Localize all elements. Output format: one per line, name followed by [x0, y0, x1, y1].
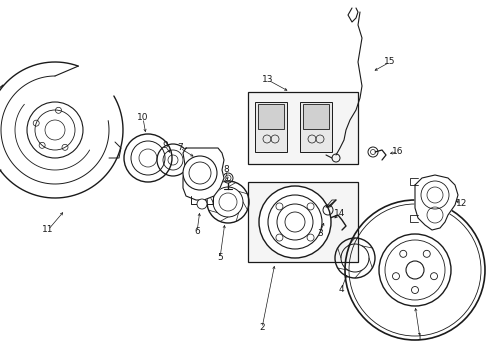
Text: 4: 4 — [338, 285, 343, 294]
Text: 5: 5 — [217, 253, 223, 262]
Bar — [247, 182, 357, 262]
Bar — [258, 104, 284, 129]
Bar — [247, 92, 357, 164]
Text: 12: 12 — [455, 198, 467, 207]
Circle shape — [259, 186, 330, 258]
Text: 8: 8 — [223, 166, 228, 175]
Polygon shape — [414, 175, 457, 230]
Circle shape — [183, 156, 217, 190]
Polygon shape — [183, 148, 224, 200]
Text: 15: 15 — [384, 58, 395, 67]
Text: 3: 3 — [317, 229, 322, 238]
Bar — [254, 102, 286, 152]
Circle shape — [197, 199, 206, 209]
Text: 11: 11 — [42, 225, 54, 234]
Text: 1: 1 — [416, 333, 422, 342]
Text: 2: 2 — [259, 324, 264, 333]
Text: 7: 7 — [177, 144, 183, 153]
Text: 9: 9 — [162, 141, 167, 150]
Text: 13: 13 — [262, 76, 273, 85]
Bar — [303, 104, 328, 129]
Text: 16: 16 — [391, 148, 403, 157]
Bar — [299, 102, 331, 152]
Text: 10: 10 — [137, 113, 148, 122]
Text: 14: 14 — [334, 210, 345, 219]
Text: 6: 6 — [194, 228, 200, 237]
